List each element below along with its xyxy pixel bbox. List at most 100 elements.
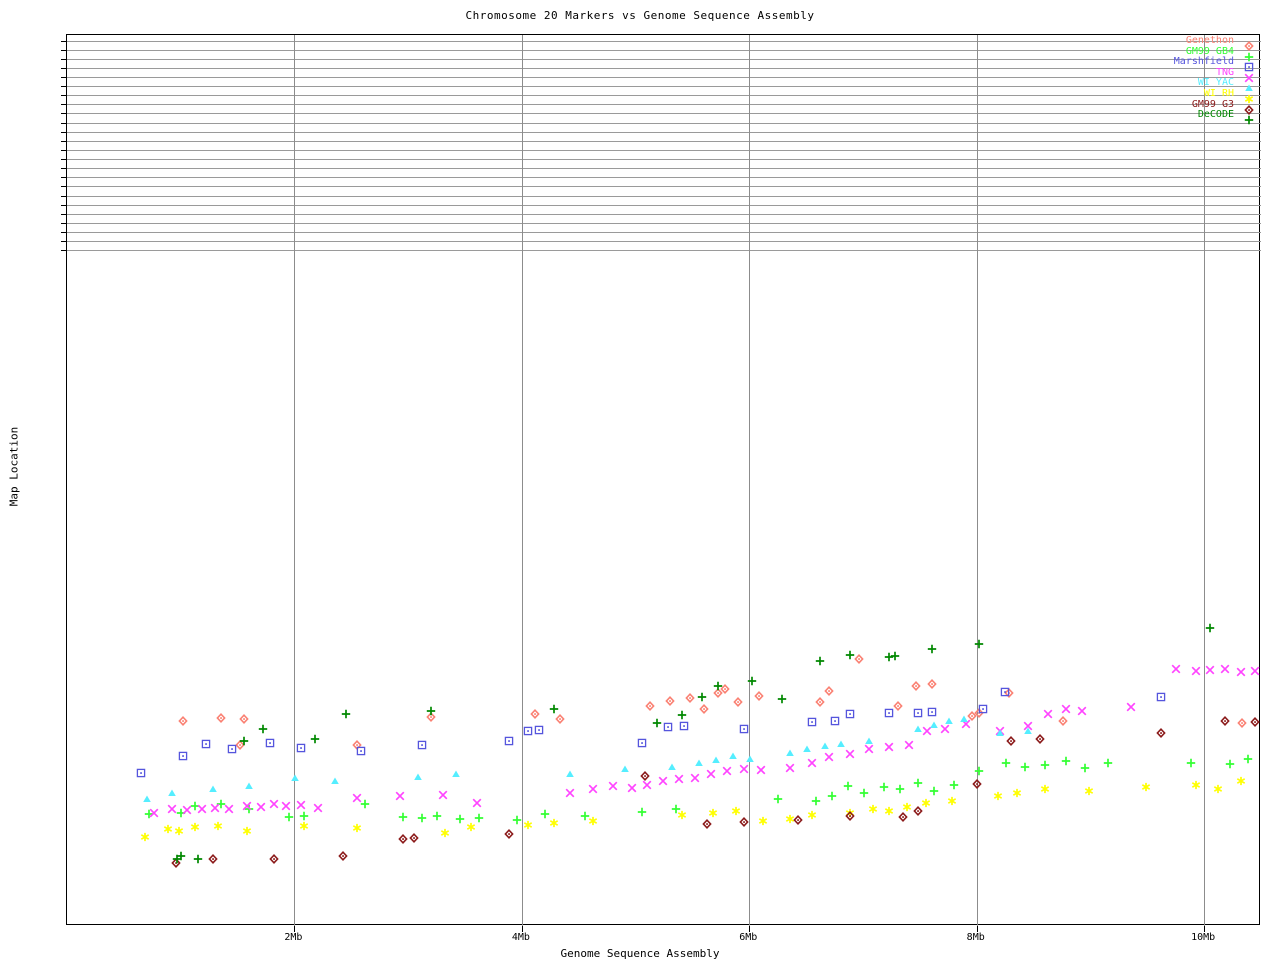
data-point xyxy=(879,777,889,791)
legend-item-genethon[interactable]: Genethon xyxy=(1120,36,1260,51)
data-point xyxy=(884,647,893,661)
data-point xyxy=(239,709,249,724)
gridline-chr20 xyxy=(67,76,1261,78)
legend-item-marshfield[interactable]: Marshfield xyxy=(1120,57,1260,72)
data-point xyxy=(995,723,1004,736)
data-point xyxy=(1126,697,1136,711)
data-point xyxy=(167,783,176,796)
data-point xyxy=(722,761,732,775)
data-point xyxy=(466,817,476,831)
data-point xyxy=(845,704,855,718)
data-point xyxy=(792,810,803,825)
vgridline-10Mb xyxy=(1204,35,1206,926)
data-point xyxy=(947,791,957,805)
data-point xyxy=(974,634,984,648)
legend-item-gm99-g3[interactable]: GM99 G3 xyxy=(1120,99,1260,115)
gridline-chr7 xyxy=(67,195,1261,197)
data-point xyxy=(836,734,845,747)
data-point xyxy=(1213,779,1223,793)
gridline-chr2 xyxy=(67,241,1261,243)
x-icon xyxy=(1244,68,1256,83)
y-tick-chr14 xyxy=(61,131,67,133)
data-point xyxy=(868,799,877,813)
data-point xyxy=(242,796,252,810)
legend-item-tng[interactable]: TNG xyxy=(1120,67,1260,83)
data-point xyxy=(432,806,442,820)
data-point xyxy=(884,737,893,751)
data-point xyxy=(565,764,574,777)
data-point xyxy=(864,739,874,753)
data-point xyxy=(409,828,420,843)
data-point xyxy=(1220,711,1230,726)
data-point xyxy=(884,801,893,815)
data-point xyxy=(949,775,959,789)
legend-item-wi-rh[interactable]: WI RH xyxy=(1120,88,1260,104)
data-point xyxy=(1057,711,1068,726)
data-point xyxy=(1191,775,1200,789)
data-point xyxy=(1023,716,1033,730)
data-point xyxy=(451,764,461,777)
legend-item-gm99-gb4[interactable]: GM99 GB4 xyxy=(1120,46,1260,61)
data-point xyxy=(773,789,783,803)
data-point xyxy=(534,720,544,734)
x-tick-10Mb xyxy=(1204,926,1206,932)
data-point xyxy=(426,707,437,722)
data-point xyxy=(739,759,749,773)
data-point xyxy=(256,797,266,811)
data-point xyxy=(284,807,294,821)
y-tick-chr12 xyxy=(61,149,67,151)
data-point xyxy=(898,807,908,822)
data-point xyxy=(1020,757,1030,771)
y-tick-chr10 xyxy=(61,168,67,170)
triangle-icon xyxy=(1244,78,1256,92)
data-point xyxy=(269,849,280,864)
data-point xyxy=(142,789,151,802)
gridline-chr22 xyxy=(67,58,1261,60)
data-point xyxy=(555,709,565,724)
data-point xyxy=(1225,754,1234,768)
asterisk-icon xyxy=(1244,89,1256,104)
gridline-chr21 xyxy=(67,67,1261,69)
data-point xyxy=(974,761,984,775)
y-tick-chr3 xyxy=(61,232,67,234)
diamond-icon xyxy=(1244,100,1256,115)
data-point xyxy=(921,793,931,807)
data-point xyxy=(1236,771,1246,785)
data-point xyxy=(652,713,661,727)
gridline-chr17 xyxy=(67,104,1261,106)
gridline-chr13 xyxy=(67,140,1261,142)
data-point xyxy=(530,704,540,719)
legend-item-decode[interactable]: DeCODE xyxy=(1120,110,1260,125)
y-tick-chr7 xyxy=(61,195,67,197)
gridline-chr9 xyxy=(67,177,1261,179)
legend-item-wi-yac[interactable]: WI YAC xyxy=(1120,78,1260,92)
data-point xyxy=(706,764,716,778)
data-point xyxy=(758,811,768,825)
data-point xyxy=(580,806,590,820)
data-point xyxy=(690,768,700,782)
data-point xyxy=(163,819,172,833)
data-point xyxy=(549,813,559,827)
data-point xyxy=(697,687,707,701)
data-point xyxy=(296,738,305,752)
data-point xyxy=(149,803,159,817)
data-point xyxy=(811,791,820,805)
data-point xyxy=(210,798,220,812)
data-point xyxy=(235,735,246,750)
data-point xyxy=(242,821,252,835)
data-point xyxy=(864,731,873,744)
data-point xyxy=(843,776,852,790)
data-point xyxy=(398,829,408,844)
data-point xyxy=(671,799,681,813)
data-point xyxy=(227,739,237,753)
data-point xyxy=(167,799,177,813)
x-tick-label-8Mb: 8Mb xyxy=(966,932,985,943)
data-point xyxy=(213,816,222,830)
data-point xyxy=(290,768,299,781)
data-point xyxy=(438,785,448,799)
data-point xyxy=(640,766,650,781)
data-point xyxy=(1249,712,1260,727)
data-point xyxy=(642,775,652,789)
y-tick-chr18 xyxy=(61,95,67,97)
legend: Genethon GM99 GB4 Marshfield TNG WI YAC WI RH… xyxy=(1120,36,1260,125)
